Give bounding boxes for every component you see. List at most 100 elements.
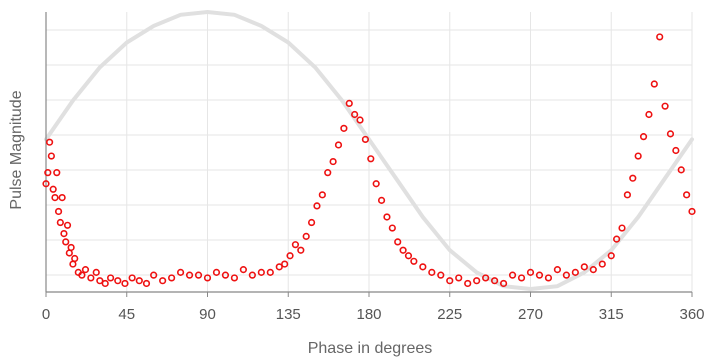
data-point	[54, 207, 63, 216]
data-point	[81, 266, 90, 274]
data-point	[58, 193, 66, 202]
data-point	[482, 274, 490, 282]
data-point	[464, 279, 472, 288]
data-point	[51, 193, 59, 202]
data-point	[221, 271, 230, 279]
data-point	[45, 138, 54, 146]
y-axis-title: Pulse Magnitude	[8, 90, 25, 209]
data-point	[56, 218, 64, 227]
data-point	[185, 271, 194, 279]
data-point	[598, 260, 606, 268]
data-point	[128, 274, 136, 282]
data-point	[455, 274, 463, 282]
data-point	[275, 263, 283, 271]
data-point	[677, 166, 685, 174]
data-point	[340, 124, 348, 132]
data-point	[318, 191, 326, 199]
data-point	[329, 157, 337, 166]
data-point	[428, 268, 436, 276]
data-point	[257, 268, 265, 276]
x-tick-label: 0	[42, 306, 50, 323]
data-point	[334, 141, 343, 149]
x-axis-title: Phase in degrees	[308, 340, 433, 357]
data-point	[666, 130, 675, 138]
data-point	[656, 33, 664, 41]
data-point	[67, 243, 75, 252]
data-point	[553, 266, 562, 274]
data-point	[618, 224, 626, 232]
data-point	[508, 271, 517, 279]
data-point	[92, 268, 100, 276]
data-point	[473, 277, 481, 285]
data-point	[394, 238, 402, 246]
data-point	[62, 238, 70, 246]
data-point	[212, 268, 221, 276]
data-point	[286, 252, 294, 260]
data-point	[367, 155, 375, 163]
data-point	[168, 274, 176, 282]
data-point	[437, 271, 445, 279]
data-point	[645, 110, 653, 119]
data-point	[114, 277, 122, 285]
data-point	[297, 246, 305, 254]
data-point	[517, 274, 526, 282]
data-point	[135, 277, 143, 285]
data-point	[571, 268, 579, 276]
data-points	[42, 33, 696, 288]
x-tick-label: 270	[518, 306, 543, 323]
data-point	[159, 277, 167, 285]
data-point	[650, 80, 658, 88]
data-point	[266, 268, 274, 276]
x-tick-label: 360	[679, 306, 704, 323]
x-tick-label: 315	[599, 306, 624, 323]
data-point	[63, 221, 72, 229]
data-point	[47, 152, 55, 160]
data-point	[661, 102, 669, 110]
data-point	[302, 232, 310, 240]
data-point	[410, 257, 418, 265]
data-point	[230, 274, 239, 282]
data-point	[239, 266, 247, 274]
data-point	[53, 169, 61, 177]
data-point	[613, 235, 621, 243]
data-point	[499, 279, 508, 288]
data-point	[623, 191, 632, 199]
data-point	[634, 152, 642, 160]
data-point	[629, 174, 637, 182]
x-tick-label: 180	[356, 306, 381, 323]
data-point	[446, 277, 454, 285]
data-point	[96, 277, 104, 285]
x-tick-labels: 0 45 90 135 180 225 270 315 360	[42, 306, 705, 323]
x-tick-label: 225	[437, 306, 462, 323]
data-point	[313, 202, 321, 210]
data-point	[688, 207, 696, 216]
data-point	[194, 271, 203, 279]
data-point	[203, 274, 212, 282]
data-point	[388, 224, 396, 232]
grid-lines	[45, 12, 693, 292]
data-point	[361, 135, 370, 144]
data-point	[345, 99, 353, 108]
data-point	[672, 146, 680, 155]
data-point	[42, 180, 50, 188]
data-point	[307, 218, 316, 227]
data-point	[404, 252, 413, 260]
data-point	[142, 279, 151, 288]
data-point	[683, 191, 691, 199]
data-point	[356, 116, 364, 124]
data-point	[383, 213, 391, 221]
x-tick-label: 45	[118, 306, 135, 323]
data-point	[101, 279, 109, 288]
data-point	[535, 271, 544, 279]
data-point	[562, 271, 570, 279]
data-point	[71, 254, 79, 263]
data-point	[106, 274, 115, 282]
data-point	[639, 133, 648, 141]
data-point	[544, 274, 553, 282]
data-point	[44, 169, 52, 177]
data-point	[372, 180, 380, 188]
x-tick-label: 135	[276, 306, 301, 323]
data-point	[49, 185, 57, 193]
data-point	[351, 110, 359, 119]
